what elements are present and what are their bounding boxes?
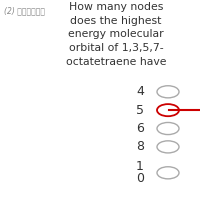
Text: 5: 5 [136,104,144,117]
Text: 6: 6 [136,122,144,135]
Text: (2) نقطتان: (2) نقطتان [4,6,45,16]
Text: 8: 8 [136,140,144,153]
Text: 4: 4 [136,85,144,98]
Text: How many nodes
does the highest
energy molecular
orbital of 1,3,5,7-
octatetraen: How many nodes does the highest energy m… [66,2,166,67]
Text: 1
0: 1 0 [136,160,144,185]
